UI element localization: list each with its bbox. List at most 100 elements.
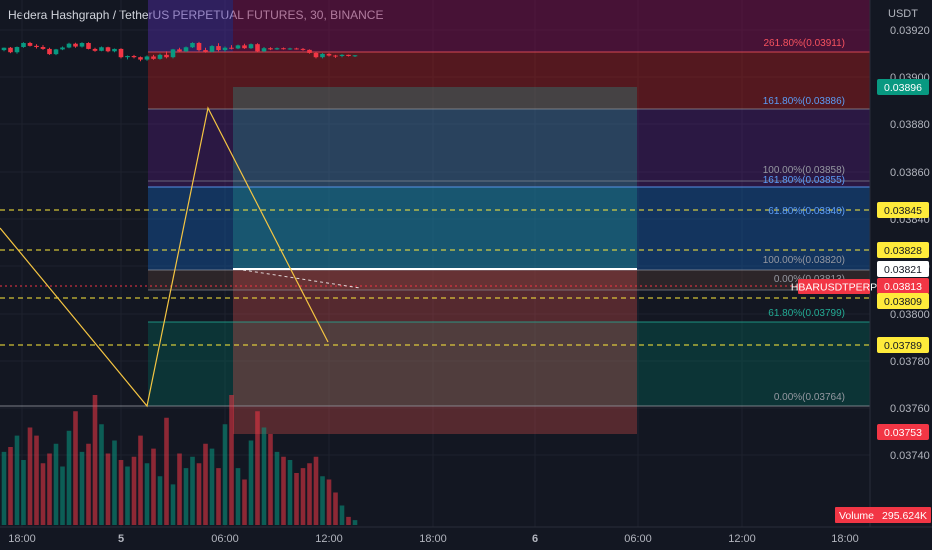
candle <box>274 47 280 50</box>
volume-bar <box>138 435 143 525</box>
x-tick-label: 06:00 <box>211 533 239 545</box>
candle <box>300 47 306 51</box>
fib-label: 161.80%(0.03886) <box>763 96 845 107</box>
candle <box>281 47 286 50</box>
time-axis[interactable]: 18:00 5 06:00 12:00 18:00 6 06:00 12:00 18:00 <box>0 526 932 550</box>
candle <box>21 42 26 48</box>
volume-bar <box>73 411 78 525</box>
volume-bar <box>209 448 215 525</box>
x-tick-label: 12:00 <box>728 533 756 545</box>
volume-bar <box>164 417 169 525</box>
volume-bar <box>346 516 351 525</box>
price-badge-bg <box>877 261 929 277</box>
volume-bar <box>27 427 33 525</box>
candle <box>131 54 137 59</box>
candle <box>235 44 241 50</box>
volume-bar <box>313 456 319 525</box>
fib-label: 61.80%(0.03799) <box>768 308 845 319</box>
volume-bar <box>118 460 124 525</box>
volume-bar <box>294 473 299 525</box>
candle <box>79 42 85 48</box>
volume-bar <box>255 411 260 525</box>
price-badge-value: 0.03813 <box>884 281 922 293</box>
volume-bar <box>105 453 111 525</box>
candle <box>170 48 176 59</box>
volume-bar <box>196 463 202 525</box>
y-tick-label: 0.03800 <box>890 309 930 321</box>
candle <box>99 46 104 52</box>
price-badge-bg <box>877 278 929 294</box>
volume-value: 295.624K <box>882 510 927 522</box>
x-tick-label: 12:00 <box>315 533 343 545</box>
volume-bar <box>261 427 267 525</box>
price-badge-value: 0.03828 <box>884 245 922 257</box>
trend-dashed <box>242 269 361 289</box>
candle <box>190 42 195 48</box>
y-tick-label: 0.03860 <box>890 167 930 179</box>
price-badge-value: 0.03821 <box>884 264 922 276</box>
price-badge-value: 0.03845 <box>884 205 922 217</box>
fib-label: 61.80%(0.03840) <box>768 206 845 217</box>
fib-label: 161.80%(0.03855) <box>763 175 845 186</box>
price-badge-bg <box>877 242 929 258</box>
x-tick-label: 5 <box>118 533 124 545</box>
candle <box>261 47 267 53</box>
candle <box>209 45 215 53</box>
volume-bar <box>333 492 338 525</box>
candle <box>66 42 72 49</box>
candle <box>242 43 247 49</box>
price-badge: 0.03845 <box>877 202 929 218</box>
volume-bar <box>60 466 65 525</box>
candle <box>183 46 189 53</box>
volume-badge: Volume 295.624K <box>835 507 931 523</box>
volume-bar <box>326 479 332 525</box>
candle <box>196 41 202 52</box>
candle <box>268 47 273 51</box>
zigzag-trendline <box>0 106 329 408</box>
fib-extension-zones <box>148 0 870 406</box>
x-tick-label: 06:00 <box>624 533 652 545</box>
volume-bar <box>320 476 325 525</box>
candle <box>216 43 221 52</box>
volume-bar <box>281 456 286 525</box>
candle <box>313 52 319 59</box>
candle <box>222 46 228 52</box>
volume-bar <box>92 395 98 525</box>
volume-bar <box>125 466 130 525</box>
volume-bar <box>203 443 208 525</box>
price-badge-value: 0.03809 <box>884 296 922 308</box>
candle <box>40 45 46 50</box>
volume-bar <box>8 447 13 525</box>
fib-lines <box>0 51 870 407</box>
candle <box>14 46 20 54</box>
volume-label: Volume <box>839 510 874 522</box>
candle <box>27 41 33 47</box>
price-badge-value: 0.03896 <box>884 82 922 94</box>
position-tool <box>233 87 637 434</box>
volume-bar <box>66 430 72 525</box>
volume-bar <box>248 440 254 525</box>
volume-bar <box>216 468 221 525</box>
price-badge: 0.03789 <box>877 337 929 353</box>
target-zone[interactable] <box>233 87 637 269</box>
volume-bar <box>79 451 85 525</box>
price-badge: 0.03896 <box>877 79 929 95</box>
volume-bars <box>1 395 358 525</box>
stop-zone[interactable] <box>233 269 637 434</box>
volume-bar <box>151 448 156 525</box>
candle <box>294 47 299 50</box>
volume-bar <box>170 484 176 525</box>
price-badge-value: 0.03753 <box>884 427 922 439</box>
candle <box>151 54 156 60</box>
price-badge: 0.03809 <box>877 293 929 309</box>
volume-bar <box>268 434 273 525</box>
volume-bar <box>99 424 104 525</box>
candle <box>105 46 111 53</box>
volume-bar <box>307 463 312 525</box>
candle <box>92 47 98 52</box>
volume-bar <box>222 424 228 525</box>
y-tick-label: 0.03780 <box>890 356 930 368</box>
candle <box>125 55 130 60</box>
volume-bar <box>287 460 293 525</box>
